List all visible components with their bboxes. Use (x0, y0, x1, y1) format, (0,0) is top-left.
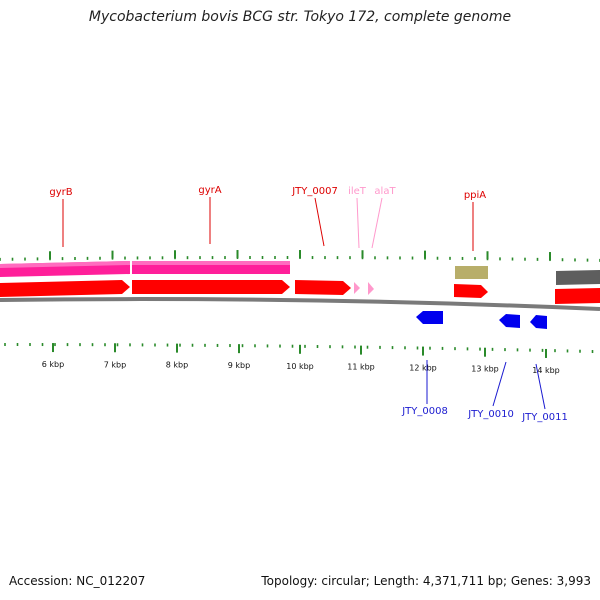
ruler-label: 6 kbp (42, 360, 64, 369)
gene-ileT-arrow[interactable] (354, 282, 360, 294)
gene-gyrA-arrow[interactable] (132, 280, 290, 294)
gene-gyrB-arrow[interactable] (0, 280, 130, 297)
gene-label-JTY_0007[interactable]: JTY_0007 (291, 186, 338, 197)
misc-feature-highlight (0, 261, 130, 268)
upper-tick-track (0, 250, 600, 262)
gap-feature-segment[interactable] (556, 270, 600, 285)
lower-tick-track (4, 343, 594, 358)
gene-label-leader (356, 197, 360, 249)
gene-label-gyrB[interactable]: gyrB (49, 187, 72, 198)
ruler-label: 9 kbp (228, 361, 250, 370)
gene-label-leader (492, 361, 507, 407)
ruler-label: 14 kbp (532, 366, 560, 375)
gene-JTY_0010-arrow[interactable] (499, 314, 520, 328)
ruler-label: 12 kbp (409, 364, 437, 373)
gene-JTY_0007-arrow[interactable] (295, 280, 351, 295)
gene-label-JTY_0010[interactable]: JTY_0010 (467, 409, 514, 420)
gene-JTY_0008-arrow[interactable] (416, 311, 443, 324)
gene-label-alaT[interactable]: alaT (374, 186, 396, 197)
ruler-label: 7 kbp (104, 360, 126, 369)
map-title: Mycobacterium bovis BCG str. Tokyo 172, … (88, 9, 512, 25)
gene-labels: gyrB gyrA JTY_0007 ileT alaT ppiA JTY_0008 JTY_… (49, 185, 567, 423)
genome-summary: Topology: circular; Length: 4,371,711 bp… (261, 574, 591, 588)
ruler-label: 10 kbp (286, 362, 314, 371)
gene-label-leader (371, 197, 383, 249)
ruler-label: 8 kbp (166, 361, 188, 370)
other-feature-ppiA-box[interactable] (455, 266, 488, 279)
misc-feature-highlight (132, 261, 290, 265)
gene-label-ppiA[interactable]: ppiA (464, 190, 486, 201)
gene-JTY_0011-arrow[interactable] (530, 315, 547, 329)
genome-backbone (0, 297, 600, 311)
gene-label-leader (314, 197, 325, 247)
gene-ppiA-arrow[interactable] (454, 284, 488, 298)
gene-label-ileT[interactable]: ileT (348, 186, 367, 197)
gene-alaT-arrow[interactable] (368, 282, 374, 295)
gene-label-gyrA[interactable]: gyrA (198, 185, 221, 196)
accession-label: Accession: NC_012207 (9, 574, 146, 588)
gene-forward-right-arrow[interactable] (555, 288, 600, 304)
ruler-label: 11 kbp (347, 363, 375, 372)
ruler-label: 13 kbp (471, 365, 499, 374)
gene-label-JTY_0011[interactable]: JTY_0011 (521, 412, 568, 423)
gene-label-JTY_0008[interactable]: JTY_0008 (401, 406, 448, 417)
ruler-labels: 6 kbp 7 kbp 8 kbp 9 kbp 10 kbp 11 kbp 12 kbp 13… (42, 360, 560, 375)
gene-label-leader (535, 363, 546, 410)
